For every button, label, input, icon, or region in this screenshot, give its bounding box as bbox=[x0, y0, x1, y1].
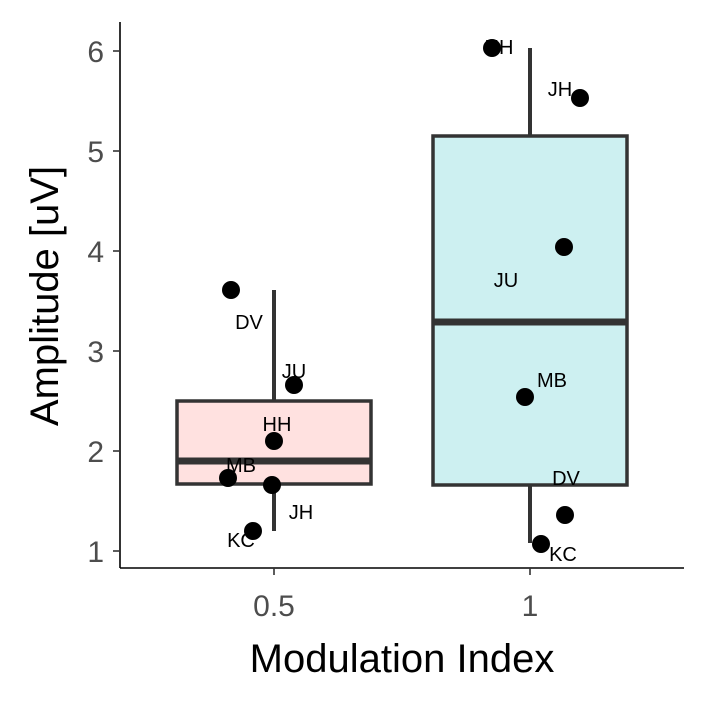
data-point bbox=[263, 476, 281, 494]
point-label: HH bbox=[263, 414, 292, 436]
point-label: KC bbox=[227, 530, 255, 552]
data-point bbox=[265, 432, 283, 450]
data-point bbox=[516, 388, 534, 406]
point-label: JH bbox=[548, 79, 572, 101]
y-tick-label: 2 bbox=[87, 436, 104, 469]
x-tick-label: 1 bbox=[522, 590, 539, 623]
y-tick-label: 4 bbox=[87, 236, 104, 269]
x-tick-label: 0.5 bbox=[253, 590, 295, 623]
point-label: KC bbox=[549, 544, 577, 566]
data-point bbox=[219, 469, 237, 487]
data-point bbox=[571, 89, 589, 107]
plot-area: DV JU HH MB JH KC HH JH JU MB DV KC bbox=[175, 37, 629, 566]
point-label: MB bbox=[226, 455, 256, 477]
y-axis-title: Amplitude [uV] bbox=[23, 166, 67, 426]
data-point bbox=[244, 522, 262, 540]
data-point bbox=[555, 238, 573, 256]
data-point bbox=[285, 376, 303, 394]
y-tick-label: 6 bbox=[87, 36, 104, 69]
data-point bbox=[222, 281, 240, 299]
point-label: MB bbox=[537, 370, 567, 392]
y-tick-label: 5 bbox=[87, 136, 104, 169]
data-point bbox=[483, 39, 501, 57]
point-label: DV bbox=[552, 468, 580, 490]
y-tick-label: 3 bbox=[87, 336, 104, 369]
x-axis-ticks: 0.5 1 bbox=[253, 568, 538, 623]
y-tick-label: 1 bbox=[87, 536, 104, 569]
x-axis-title: Modulation Index bbox=[250, 637, 555, 681]
box-iqr bbox=[431, 134, 629, 487]
point-label: DV bbox=[235, 312, 263, 334]
point-label: HH bbox=[485, 37, 514, 59]
point-label: JH bbox=[289, 502, 313, 524]
data-point bbox=[556, 506, 574, 524]
point-label: JU bbox=[282, 361, 306, 383]
data-point bbox=[532, 535, 550, 553]
point-label: JU bbox=[494, 270, 518, 292]
y-axis-ticks: 1 2 3 4 5 6 bbox=[87, 36, 120, 569]
